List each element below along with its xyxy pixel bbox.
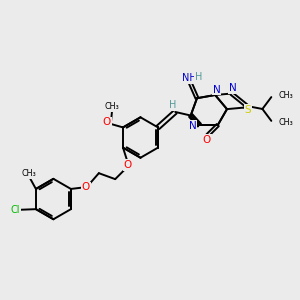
Text: CH₃: CH₃ (279, 118, 293, 127)
Text: CH₃: CH₃ (22, 169, 37, 178)
Text: H: H (169, 100, 176, 110)
Text: N: N (189, 121, 197, 131)
Text: O: O (82, 182, 90, 193)
Text: H: H (195, 72, 202, 82)
Text: O: O (103, 117, 111, 128)
Text: CH₃: CH₃ (105, 102, 119, 111)
Text: Cl: Cl (11, 205, 20, 215)
Text: NH: NH (182, 73, 196, 83)
Text: CH₃: CH₃ (279, 91, 293, 100)
Text: N: N (213, 85, 220, 95)
Text: N: N (229, 83, 237, 93)
Text: O: O (202, 135, 211, 145)
Text: O: O (124, 160, 132, 170)
Text: S: S (245, 105, 251, 115)
